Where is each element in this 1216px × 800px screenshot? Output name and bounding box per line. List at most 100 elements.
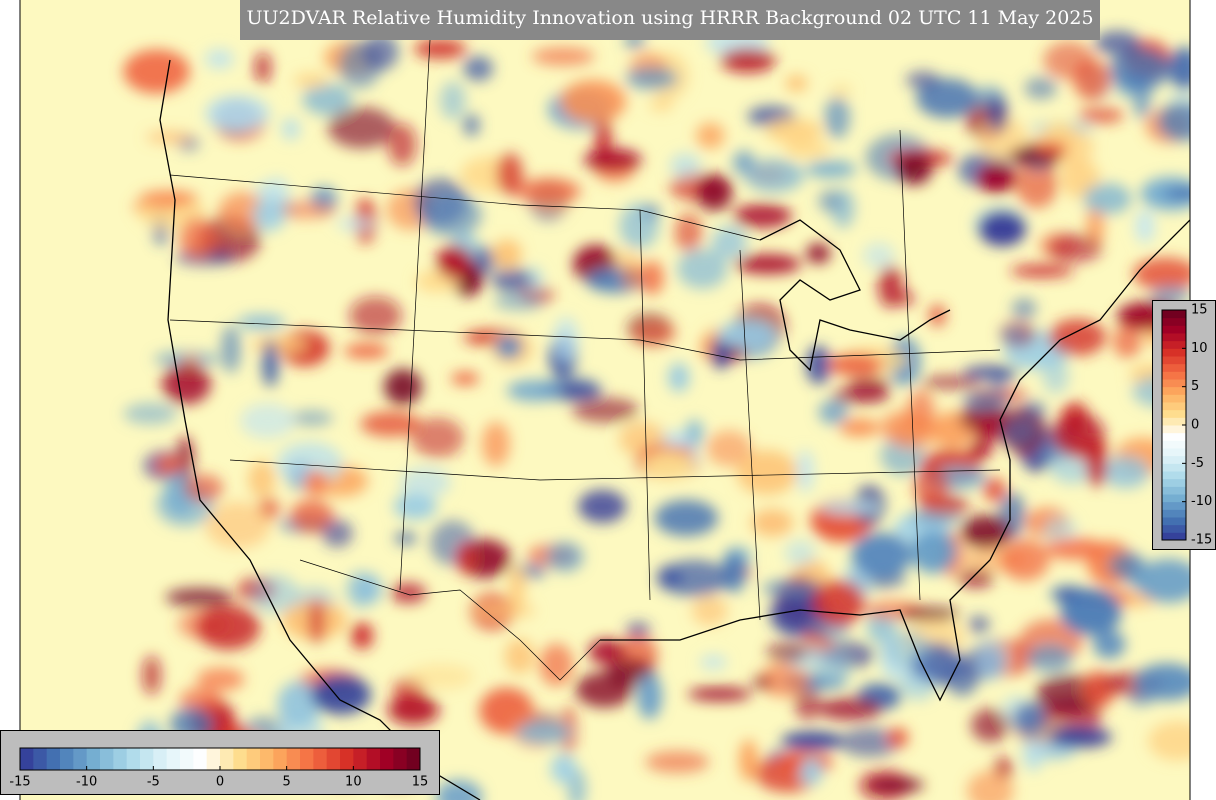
field-blob: [818, 189, 842, 213]
colorbar-band: [1162, 455, 1186, 464]
colorbar-band: [1162, 501, 1186, 510]
field-blob: [897, 291, 914, 306]
field-blob: [1001, 416, 1040, 448]
field-blob: [583, 148, 642, 172]
field-blob: [696, 122, 725, 149]
field-blob: [827, 353, 884, 377]
tick-label: -5: [147, 775, 160, 790]
field-blob: [987, 94, 1008, 132]
field-blob: [830, 83, 852, 98]
field-blob: [1045, 537, 1106, 560]
field-blob: [1060, 588, 1122, 636]
title-box: [240, 0, 1100, 40]
field-blob: [281, 117, 301, 140]
field-blob: [162, 363, 211, 405]
field-blob: [356, 573, 383, 604]
field-blob: [588, 638, 626, 665]
innovation-field: [123, 28, 1190, 800]
field-blob: [302, 83, 353, 116]
field-blob: [304, 470, 328, 497]
field-blob: [806, 345, 832, 385]
field-blob: [578, 489, 627, 524]
field-blob: [916, 78, 979, 119]
coastlines: [159, 59, 1190, 800]
field-blob: [491, 267, 534, 293]
colorbar-band: [126, 748, 141, 770]
field-blob: [660, 559, 729, 597]
field-blob: [928, 304, 947, 327]
field-blob: [250, 574, 299, 614]
field-blob: [978, 211, 1026, 247]
field-blob: [1034, 142, 1068, 156]
colorbar-band: [233, 748, 248, 770]
field-blob: [796, 449, 814, 493]
field-blob: [495, 336, 522, 359]
field-blob: [251, 336, 308, 353]
field-blob: [1086, 439, 1108, 488]
field-blob: [248, 460, 276, 498]
field-blob: [817, 697, 883, 721]
field-blob: [619, 203, 659, 249]
tick-label: -5: [1191, 456, 1204, 471]
field-blob: [387, 694, 440, 725]
field-blob: [183, 474, 224, 502]
field-blob: [751, 509, 794, 537]
colorbar-band: [1162, 317, 1186, 326]
field-blob: [451, 372, 480, 385]
colorbar-band: [260, 748, 274, 770]
colorbar-band: [393, 748, 408, 770]
field-blob: [900, 672, 935, 701]
field-blob: [504, 638, 535, 674]
field-blob: [1043, 41, 1095, 80]
tick-label: -15: [9, 775, 30, 790]
field-blob: [290, 499, 334, 533]
field-blob: [968, 615, 990, 634]
colorbar-band: [1162, 486, 1186, 495]
field-blob: [976, 163, 1017, 194]
field-blob: [848, 376, 892, 392]
field-blob: [785, 75, 808, 92]
tick-label: -10: [1191, 494, 1212, 509]
field-blob: [649, 98, 674, 112]
field-blob: [1135, 559, 1190, 603]
field-blob: [1083, 183, 1132, 215]
field-blob: [1092, 629, 1126, 659]
field-blob: [735, 254, 801, 274]
field-blob: [349, 296, 402, 335]
field-blob: [550, 753, 577, 784]
field-blob: [654, 499, 719, 537]
field-blob: [1027, 643, 1073, 673]
colorbar-band: [46, 748, 61, 770]
colorbar-band: [366, 748, 381, 770]
colorbar-band: [166, 748, 181, 770]
field-blob: [407, 663, 474, 690]
colorbar-band: [206, 748, 221, 770]
field-blob: [1167, 91, 1190, 104]
field-blob: [496, 152, 524, 196]
colorbar-band: [1162, 417, 1186, 426]
field-blob: [1150, 286, 1190, 304]
field-blob: [205, 48, 234, 70]
field-blob: [957, 568, 994, 588]
field-blob: [800, 758, 823, 786]
field-blob: [1168, 47, 1190, 90]
field-blob: [165, 587, 234, 607]
field-blob: [739, 739, 758, 782]
field-blob: [253, 199, 286, 232]
field-blob: [205, 501, 271, 549]
field-blob: [311, 674, 371, 715]
tick-label: -15: [1191, 533, 1212, 548]
field-blob: [384, 368, 422, 405]
field-blob: [463, 114, 480, 137]
field-blob: [360, 411, 422, 437]
colorbar-band: [313, 748, 328, 770]
field-blob: [879, 410, 933, 444]
tick-label: 10: [345, 775, 362, 790]
field-blob: [645, 750, 710, 774]
field-blob: [899, 607, 960, 621]
tick-label: 5: [283, 775, 291, 790]
field-blob: [766, 118, 823, 144]
colorbar-band: [353, 748, 368, 770]
colorbar-band: [246, 748, 261, 770]
field-blob: [711, 225, 747, 259]
